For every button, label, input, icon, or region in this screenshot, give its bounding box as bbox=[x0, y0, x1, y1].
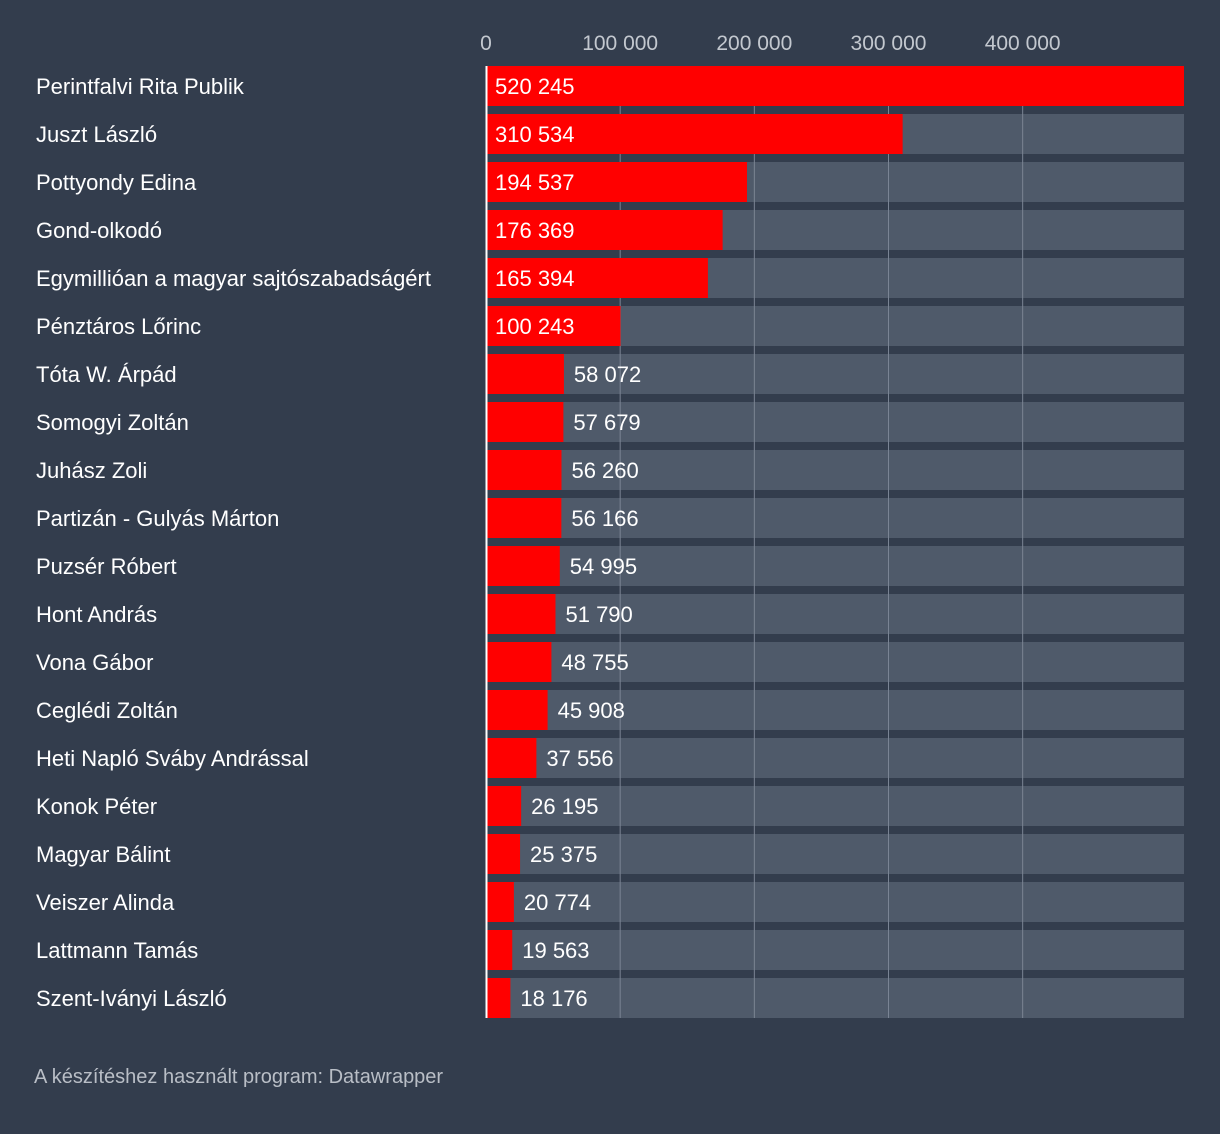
bar-track bbox=[486, 930, 1184, 970]
bar-track bbox=[486, 354, 1184, 394]
bar bbox=[486, 162, 748, 202]
category-label: Gond-olkodó bbox=[36, 218, 162, 243]
bar bbox=[486, 882, 514, 922]
category-label: Heti Napló Sváby Andrással bbox=[36, 746, 309, 771]
category-label: Vona Gábor bbox=[36, 650, 153, 675]
category-label: Szent-Iványi László bbox=[36, 986, 227, 1011]
bar-track bbox=[486, 834, 1184, 874]
bar bbox=[486, 786, 522, 826]
bar bbox=[486, 258, 708, 298]
value-label: 165 394 bbox=[495, 266, 575, 291]
bar bbox=[486, 930, 513, 970]
bar-track bbox=[486, 546, 1184, 586]
category-label: Perintfalvi Rita Publik bbox=[36, 74, 245, 99]
bar bbox=[486, 498, 562, 538]
category-label: Veiszer Alinda bbox=[36, 890, 175, 915]
bar-track bbox=[486, 690, 1184, 730]
value-label: 37 556 bbox=[546, 746, 613, 771]
x-tick-label: 400 000 bbox=[985, 32, 1061, 55]
x-tick-label: 100 000 bbox=[582, 32, 658, 55]
bar bbox=[486, 450, 562, 490]
category-label: Pottyondy Edina bbox=[36, 170, 197, 195]
category-label: Magyar Bálint bbox=[36, 842, 171, 867]
bar bbox=[486, 834, 521, 874]
category-label: Somogyi Zoltán bbox=[36, 410, 189, 435]
bar-track bbox=[486, 594, 1184, 634]
category-label: Tóta W. Árpád bbox=[36, 362, 177, 387]
bar-track bbox=[486, 402, 1184, 442]
value-label: 20 774 bbox=[524, 890, 591, 915]
bar bbox=[486, 66, 1184, 106]
value-label: 520 245 bbox=[495, 74, 575, 99]
bar-track bbox=[486, 450, 1184, 490]
value-label: 54 995 bbox=[570, 554, 637, 579]
bar-track bbox=[486, 786, 1184, 826]
value-label: 56 166 bbox=[571, 506, 638, 531]
value-label: 19 563 bbox=[522, 938, 589, 963]
value-label: 176 369 bbox=[495, 218, 575, 243]
value-label: 310 534 bbox=[495, 122, 575, 147]
bar bbox=[486, 306, 621, 346]
category-label: Egymillióan a magyar sajtószabadságért bbox=[36, 266, 431, 291]
value-label: 18 176 bbox=[520, 986, 587, 1011]
bar-track bbox=[486, 738, 1184, 778]
value-label: 51 790 bbox=[565, 602, 632, 627]
bar bbox=[486, 738, 537, 778]
category-label: Puzsér Róbert bbox=[36, 554, 177, 579]
category-label: Hont András bbox=[36, 602, 157, 627]
bar bbox=[486, 546, 560, 586]
value-label: 26 195 bbox=[531, 794, 598, 819]
bar-track bbox=[486, 882, 1184, 922]
bar bbox=[486, 594, 556, 634]
value-label: 194 537 bbox=[495, 170, 575, 195]
bar bbox=[486, 642, 552, 682]
bar bbox=[486, 690, 548, 730]
bar bbox=[486, 210, 723, 250]
category-label: Pénztáros Lőrinc bbox=[36, 314, 201, 339]
x-tick-label: 0 bbox=[480, 32, 492, 55]
value-label: 48 755 bbox=[561, 650, 628, 675]
bar bbox=[486, 354, 564, 394]
value-label: 56 260 bbox=[571, 458, 638, 483]
bar-track bbox=[486, 978, 1184, 1018]
credit-footer: A készítéshez használt program: Datawrap… bbox=[34, 1066, 444, 1088]
category-label: Partizán - Gulyás Márton bbox=[36, 506, 279, 531]
category-label: Juhász Zoli bbox=[36, 458, 147, 483]
bar-track bbox=[486, 498, 1184, 538]
bar bbox=[486, 114, 903, 154]
bar bbox=[486, 402, 564, 442]
category-label: Lattmann Tamás bbox=[36, 938, 198, 963]
value-label: 58 072 bbox=[574, 362, 641, 387]
bar bbox=[486, 978, 511, 1018]
bar-track bbox=[486, 642, 1184, 682]
value-label: 25 375 bbox=[530, 842, 597, 867]
bar-chart: 0 100 000 200 000 300 000 400 000 Perintfalvi… bbox=[36, 32, 1184, 1018]
category-label: Juszt László bbox=[36, 122, 157, 147]
category-label: Ceglédi Zoltán bbox=[36, 698, 178, 723]
x-tick-label: 200 000 bbox=[716, 32, 792, 55]
x-tick-label: 300 000 bbox=[851, 32, 927, 55]
category-label: Konok Péter bbox=[36, 794, 157, 819]
value-label: 100 243 bbox=[495, 314, 575, 339]
value-label: 45 908 bbox=[558, 698, 625, 723]
value-label: 57 679 bbox=[573, 410, 640, 435]
